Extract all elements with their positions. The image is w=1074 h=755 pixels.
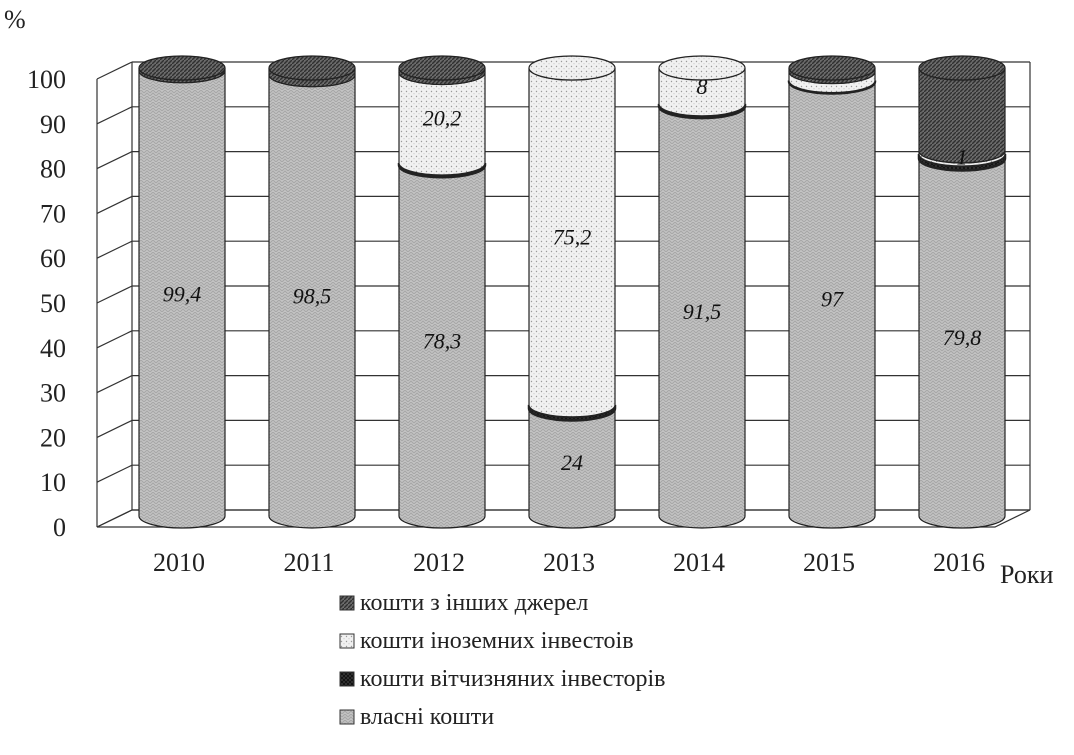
- x-axis-label: Роки: [1000, 560, 1053, 589]
- data-label-2016-s1: 1: [957, 144, 968, 169]
- gridline-side: [96, 240, 133, 259]
- y-tick-label: 60: [40, 244, 66, 273]
- legend-label: кошти іноземних інвестоів: [360, 628, 634, 654]
- data-label-2011-s0: 98,5: [293, 283, 332, 308]
- data-label-2010-s0: 99,4: [163, 281, 202, 306]
- bar-top-2011: [268, 55, 356, 81]
- y-tick-label: 10: [40, 468, 66, 497]
- gridline-side: [96, 195, 133, 214]
- bar-group-2015: [787, 55, 877, 529]
- bar-top-2014: [658, 55, 746, 81]
- legend-swatch: [339, 709, 355, 725]
- x-tick-label: 2016: [933, 548, 985, 577]
- bar-top-2012: [398, 55, 486, 81]
- data-labels: 99,4 98,5 78,3 20,2 24 75,2 91,5 8 97 79,8 1: [163, 74, 982, 475]
- x-tick-label: 2011: [283, 548, 334, 577]
- y-tick-label: 30: [40, 379, 66, 408]
- bar-top-2010: [138, 55, 226, 81]
- bar-group-2011: [268, 55, 356, 529]
- data-label-2012-s2: 20,2: [423, 106, 462, 131]
- gridline-side: [96, 106, 133, 125]
- gridline-side: [96, 285, 133, 304]
- x-tick-label: 2014: [673, 548, 725, 577]
- legend-item: власні кошти: [339, 704, 494, 730]
- x-tick-label: 2010: [153, 548, 205, 577]
- x-tick-label: 2015: [803, 548, 855, 577]
- bar-top-2015: [788, 55, 876, 81]
- bar-group-2013: [527, 55, 617, 529]
- x-axis: 2010 2011 2012 2013 2014 2015 2016 Роки: [153, 548, 1053, 589]
- gridline-side: [96, 419, 133, 438]
- data-label-2015-s0: 97: [821, 287, 844, 312]
- legend-swatch: [339, 595, 355, 611]
- gridline-side: [96, 330, 133, 349]
- y-axis-label: %: [4, 5, 26, 34]
- y-tick-label: 90: [40, 110, 66, 139]
- legend-item: кошти з інших джерел: [339, 590, 588, 616]
- legend: кошти з інших джерел кошти іноземних інве…: [339, 590, 665, 730]
- legend-label: власні кошти: [360, 704, 494, 730]
- bar-top-2013: [528, 55, 616, 81]
- y-tick-label: 100: [27, 65, 66, 94]
- data-label-2012-s0: 78,3: [423, 329, 462, 354]
- legend-item: кошти вітчизняних інвесторів: [339, 666, 665, 692]
- y-tick-label: 40: [40, 334, 66, 363]
- bar-group-2012: [397, 55, 487, 529]
- gridline-side: [96, 464, 133, 483]
- gridline-side: [96, 375, 133, 394]
- legend-label: кошти з інших джерел: [360, 590, 588, 616]
- legend-label: кошти вітчизняних інвесторів: [360, 666, 665, 692]
- legend-swatch: [339, 671, 355, 687]
- x-tick-label: 2012: [413, 548, 465, 577]
- bars: [138, 55, 1007, 529]
- gridline-side: [96, 61, 133, 80]
- bar-group-2016: [917, 55, 1007, 529]
- bar-group-2010: [138, 55, 226, 529]
- y-tick-label: 20: [40, 423, 66, 452]
- bar-group-2014: [657, 55, 747, 529]
- legend-item: кошти іноземних інвестоів: [339, 628, 634, 654]
- data-label-2013-s2: 75,2: [553, 224, 592, 249]
- bar-top-2016: [918, 55, 1006, 81]
- y-tick-label: 0: [53, 513, 66, 542]
- gridline-side: [96, 151, 133, 170]
- legend-swatch: [339, 633, 355, 649]
- y-axis: 0 10 20 30 40 50 60 70 80 90 100%: [4, 5, 66, 542]
- data-label-2013-s0: 24: [561, 450, 583, 475]
- data-label-2016-s0: 79,8: [943, 325, 982, 350]
- x-tick-label: 2013: [543, 548, 595, 577]
- y-tick-label: 50: [40, 289, 66, 318]
- data-label-2014-s0: 91,5: [683, 299, 722, 324]
- y-tick-label: 70: [40, 199, 66, 228]
- y-tick-label: 80: [40, 155, 66, 184]
- data-label-2014-s2: 8: [697, 74, 708, 99]
